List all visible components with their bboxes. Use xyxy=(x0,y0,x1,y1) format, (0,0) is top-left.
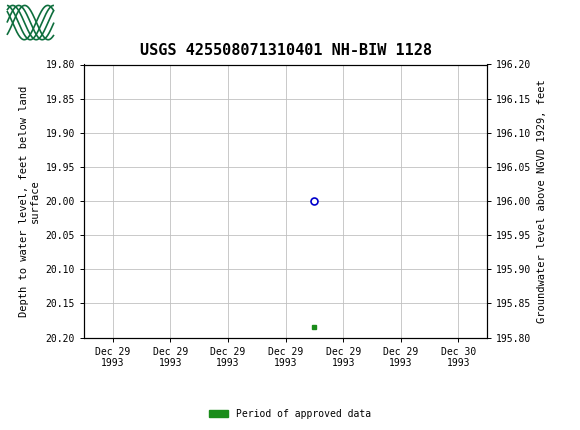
Legend: Period of approved data: Period of approved data xyxy=(205,405,375,423)
Y-axis label: Groundwater level above NGVD 1929, feet: Groundwater level above NGVD 1929, feet xyxy=(537,79,547,323)
Bar xyxy=(6,3,55,42)
Title: USGS 425508071310401 NH-BIW 1128: USGS 425508071310401 NH-BIW 1128 xyxy=(140,43,432,58)
Text: USGS: USGS xyxy=(62,14,117,31)
Y-axis label: Depth to water level, feet below land
surface: Depth to water level, feet below land su… xyxy=(19,86,40,316)
